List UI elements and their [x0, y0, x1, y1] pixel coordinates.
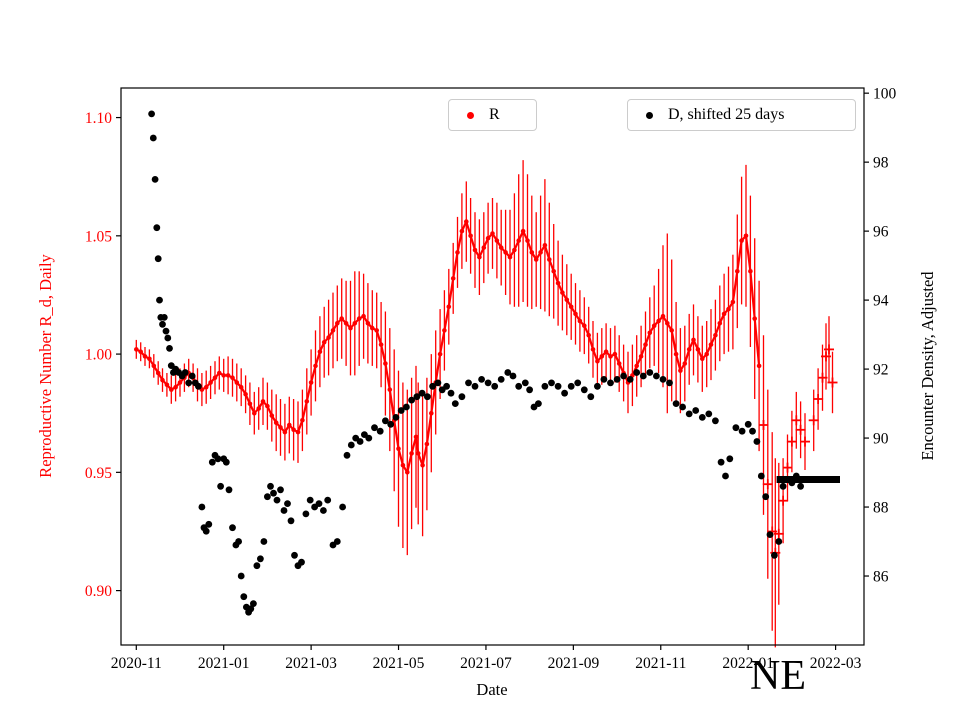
right-y-tick-label: 94	[873, 293, 889, 310]
left-y-tick-label: 1.00	[85, 347, 112, 364]
r-series-line	[135, 218, 761, 476]
x-tick-label: 2021-05	[373, 655, 425, 672]
d-series-dots	[148, 110, 804, 616]
axis-ticks	[116, 92, 869, 650]
legend-d-label: D, shifted 25 days	[668, 106, 785, 123]
right-y-axis-label: Encounter Density, Adjusted	[918, 271, 937, 461]
left-y-tick-label: 0.95	[85, 465, 112, 482]
x-tick-label: 2021-11	[635, 655, 686, 672]
r-series-plus-markers	[758, 344, 838, 558]
x-tick-label: 2021-01	[198, 655, 250, 672]
x-tick-label: 2022-03	[810, 655, 862, 672]
d-series-marker-icon	[646, 111, 653, 119]
r-series-dots	[134, 219, 762, 475]
legend-box-r: R	[448, 99, 537, 131]
x-tick-label: 2021-07	[460, 655, 512, 672]
plot-spines	[120, 87, 865, 646]
left-y-tick-label: 1.05	[85, 228, 112, 245]
legend-box-d: D, shifted 25 days	[627, 99, 856, 131]
x-tick-label: 2021-03	[285, 655, 337, 672]
right-y-tick-label: 92	[873, 362, 889, 379]
left-y-tick-label: 0.90	[85, 583, 112, 600]
right-y-tick-label: 98	[873, 155, 889, 172]
right-y-tick-label: 90	[873, 431, 889, 448]
legend-r-label: R	[489, 106, 500, 123]
x-tick-label: 2021-09	[548, 655, 600, 672]
x-tick-label: 2020-11	[111, 655, 162, 672]
x-axis-label: Date	[476, 680, 508, 699]
right-y-tick-label: 96	[873, 224, 889, 241]
right-y-tick-label: 100	[873, 86, 897, 103]
left-y-axis-label: Reproductive Number R_d, Daily	[36, 254, 55, 478]
left-y-tick-label: 1.10	[85, 110, 112, 127]
x-tick-label: 2022-01	[722, 655, 774, 672]
r-series-marker-icon	[467, 111, 474, 119]
right-y-tick-label: 86	[873, 569, 889, 586]
right-y-tick-label: 88	[873, 500, 889, 517]
ne-annotation: NE	[750, 653, 806, 699]
tick-labels: 2020-11 2021-01 2021-03 2021-05 2021-07 2021-…	[85, 86, 897, 672]
